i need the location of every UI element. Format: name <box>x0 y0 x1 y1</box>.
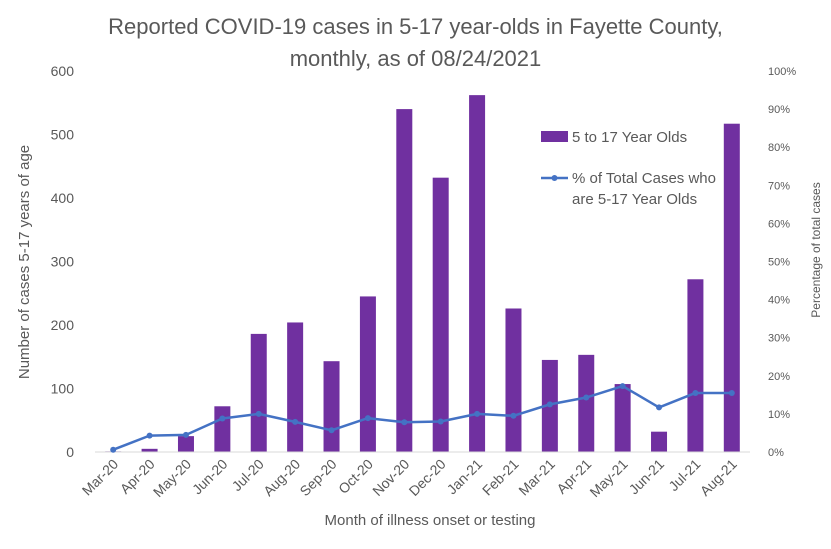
bar-Apr-21 <box>578 354 595 452</box>
legend-bar-swatch <box>541 131 568 142</box>
line-point-Aug-21 <box>728 389 735 396</box>
line-point-May-20 <box>182 431 189 438</box>
x-tick-label: May-20 <box>150 456 194 500</box>
y2-tick-label: 70% <box>768 180 790 192</box>
x-tick-label: Feb-21 <box>479 456 522 499</box>
chart-title-line-2: monthly, as of 08/24/2021 <box>289 46 542 71</box>
line-point-Oct-20 <box>364 415 371 422</box>
x-axis-label: Month of illness onset or testing <box>325 512 536 529</box>
line-point-Jan-21 <box>474 410 481 417</box>
y2-axis-ticks: 0% 10% 20% 30% 40% 50% 60% 70% 80% 90% 100% <box>768 66 796 459</box>
y-tick-label: 500 <box>51 127 75 143</box>
bar-Apr-20 <box>141 448 158 452</box>
line-point-Mar-20 <box>110 446 117 453</box>
bar-Dec-20 <box>432 177 449 452</box>
line-series <box>110 383 735 453</box>
bar-Sep-20 <box>323 361 340 452</box>
y-tick-label: 600 <box>51 63 75 79</box>
y-axis-ticks: 0 100 200 300 400 500 600 <box>51 63 75 460</box>
bar-May-21 <box>614 384 631 452</box>
line-point-Dec-20 <box>437 418 444 425</box>
y2-tick-label: 30% <box>768 333 790 345</box>
legend-line-label-2: are 5-17 Year Olds <box>572 191 697 208</box>
bar-Jan-21 <box>469 95 486 452</box>
bar-Jul-20 <box>250 333 267 452</box>
bar-Jun-21 <box>651 431 668 452</box>
x-tick-label: Mar-21 <box>515 456 558 499</box>
legend: 5 to 17 Year Olds % of Total Cases who a… <box>541 129 716 208</box>
bar-Feb-21 <box>505 308 522 452</box>
bar-Oct-20 <box>359 296 376 452</box>
x-tick-label: May-21 <box>586 456 630 500</box>
x-axis-ticks: Mar-20Apr-20May-20Jun-20Jul-20Aug-20Sep-… <box>79 456 740 500</box>
line-point-Mar-21 <box>546 401 553 408</box>
line-point-May-21 <box>619 383 626 390</box>
x-tick-label: Sep-20 <box>296 456 339 499</box>
x-tick-label: Mar-20 <box>79 456 122 499</box>
y2-axis-label: Percentage of total cases <box>809 182 823 317</box>
x-tick-label: Dec-20 <box>406 456 449 499</box>
legend-line-marker <box>551 175 558 181</box>
y2-tick-label: 100% <box>768 66 796 78</box>
y2-tick-label: 90% <box>768 104 790 116</box>
y-axis-label: Number of cases 5-17 years of age <box>16 145 33 379</box>
bar-Nov-20 <box>396 109 413 452</box>
line-point-Aug-20 <box>292 418 299 425</box>
chart-title-line-1: Reported COVID-19 cases in 5-17 year-old… <box>108 14 723 39</box>
line-point-Jul-20 <box>255 410 262 417</box>
bar-Aug-20 <box>287 322 304 452</box>
x-tick-label: Nov-20 <box>369 456 412 499</box>
x-tick-label: Jan-21 <box>444 456 486 498</box>
y-tick-label: 400 <box>51 190 75 206</box>
y2-tick-label: 0% <box>768 447 784 459</box>
legend-line-label-1: % of Total Cases who <box>572 170 716 187</box>
y-tick-label: 300 <box>51 254 75 270</box>
y-tick-label: 0 <box>66 444 74 460</box>
y2-tick-label: 40% <box>768 295 790 307</box>
y2-tick-label: 20% <box>768 371 790 383</box>
legend-bar-label: 5 to 17 Year Olds <box>572 129 687 146</box>
bar-Jul-21 <box>687 279 704 452</box>
bar-May-20 <box>177 436 194 452</box>
bar-Aug-21 <box>723 123 740 452</box>
x-tick-label: Oct-20 <box>335 456 376 497</box>
x-tick-label: Jun-20 <box>189 456 231 498</box>
y2-tick-label: 10% <box>768 409 790 421</box>
line-point-Jul-21 <box>692 389 699 396</box>
y-tick-label: 100 <box>51 381 75 397</box>
line-path <box>112 384 732 451</box>
line-point-Jun-20 <box>219 415 226 422</box>
line-point-Feb-21 <box>510 412 517 419</box>
line-point-Apr-21 <box>583 394 590 401</box>
y2-tick-label: 50% <box>768 257 790 269</box>
x-tick-label: Jun-21 <box>626 456 668 498</box>
y-tick-label: 200 <box>51 317 75 333</box>
x-tick-label: Aug-21 <box>697 456 740 499</box>
bar-Jun-20 <box>214 406 231 452</box>
y2-tick-label: 80% <box>768 142 790 154</box>
line-point-Sep-20 <box>328 427 335 434</box>
x-tick-label: Aug-20 <box>260 456 303 499</box>
line-point-Nov-20 <box>401 419 408 426</box>
line-point-Apr-20 <box>146 432 153 439</box>
y2-tick-label: 60% <box>768 218 790 230</box>
line-point-Jun-21 <box>656 404 663 411</box>
